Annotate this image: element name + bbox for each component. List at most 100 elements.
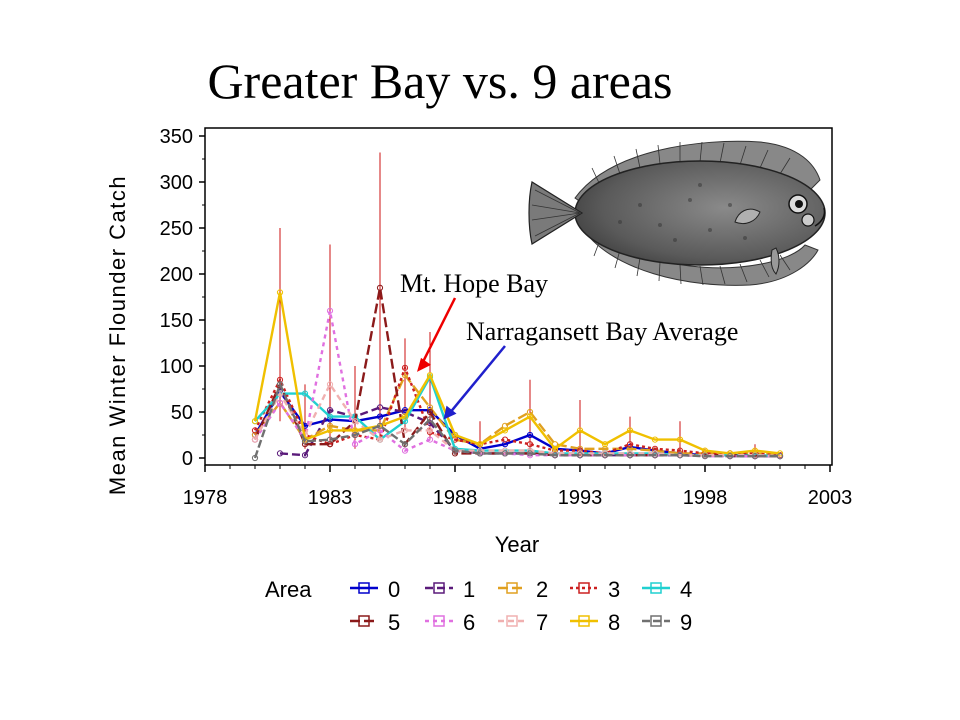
marker-8 [526, 413, 534, 420]
marker-8 [576, 427, 584, 434]
marker-8 [476, 441, 484, 448]
legend-label-1: 1 [463, 577, 475, 602]
marker-9 [401, 441, 409, 448]
x-tick-label: 1993 [558, 487, 603, 509]
marker-0 [526, 431, 534, 439]
legend-label-6: 6 [463, 610, 475, 635]
series-line-6 [254, 310, 780, 458]
marker-6 [376, 427, 384, 434]
legend-label-7: 7 [536, 610, 548, 635]
marker-2 [601, 445, 609, 452]
legend: Area 0 1 2 3 4 5 6 7 8 9 [265, 577, 692, 635]
marker-1 [301, 452, 309, 459]
marker-3 [401, 364, 409, 371]
plot-frame [199, 127, 833, 472]
legend-marker-3 [578, 582, 590, 594]
legend-label-9: 9 [680, 610, 692, 635]
marker-7 [426, 427, 434, 434]
marker-7 [376, 436, 384, 443]
legend-marker-7 [506, 615, 518, 627]
marker-8 [351, 427, 359, 434]
series-line-8 [253, 292, 781, 455]
y-tick-label: 300 [160, 172, 193, 194]
marker-9 [276, 381, 284, 388]
marker-7 [251, 436, 259, 443]
legend-title: Area [265, 577, 312, 602]
marker-0 [376, 413, 384, 420]
marker-6 [351, 441, 359, 448]
x-tick-label: 1978 [183, 487, 228, 509]
marker-1 [276, 450, 284, 457]
marker-4 [301, 390, 309, 397]
legend-marker-6 [433, 615, 445, 627]
marker-8 [276, 289, 284, 296]
marker-9 [426, 416, 434, 423]
marker-2 [501, 422, 509, 429]
marker-6 [426, 436, 434, 443]
axes-labels: 0 50 100 150 200 250 300 350 1978 1983 1988 1993 199… [105, 126, 852, 557]
marker-5 [326, 441, 334, 448]
marker-7 [351, 418, 359, 425]
marker-9 [726, 453, 734, 460]
y-tick-label: 100 [160, 356, 193, 378]
marker-9 [626, 452, 634, 459]
marker-8 [401, 413, 409, 420]
legend-marker-0 [358, 582, 370, 594]
marker-9 [551, 452, 559, 459]
marker-9 [326, 436, 334, 443]
marker-1 [326, 407, 334, 414]
series-lines [251, 284, 784, 462]
marker-2 [401, 372, 409, 379]
y-tick-label: 150 [160, 310, 193, 332]
legend-label-4: 4 [680, 577, 692, 602]
marker-8 [451, 431, 459, 439]
marker-8 [326, 427, 334, 434]
slide-title: Greater Bay vs. 9 areas [207, 53, 673, 109]
marker-1 [376, 404, 384, 411]
arrowhead-narragansett [443, 405, 457, 420]
x-tick-label: 1983 [308, 487, 353, 509]
marker-3 [626, 441, 634, 448]
legend-marker-2 [506, 582, 518, 594]
legend-label-8: 8 [608, 610, 620, 635]
y-tick-label: 50 [171, 402, 193, 424]
series-line-2 [254, 372, 781, 457]
legend-label-0: 0 [388, 577, 400, 602]
legend-label-2: 2 [536, 577, 548, 602]
marker-9 [701, 453, 709, 460]
marker-9 [676, 452, 684, 459]
marker-9 [751, 453, 759, 460]
marker-8 [676, 436, 684, 443]
marker-0 [501, 441, 509, 448]
marker-8 [501, 427, 509, 434]
marker-8 [426, 372, 434, 379]
marker-9 [251, 454, 259, 462]
marker-5 [426, 408, 434, 416]
marker-8 [776, 450, 784, 457]
winter-flounder-illustration [528, 140, 826, 286]
y-tick-label: 250 [160, 218, 193, 240]
arrowhead-mt-hope-bay [417, 357, 431, 372]
series-line-3 [253, 364, 781, 457]
legend-marker-8 [578, 615, 590, 627]
marker-6 [401, 447, 409, 454]
marker-8 [251, 418, 259, 425]
y-tick-label: 200 [160, 264, 193, 286]
y-tick-label: 0 [182, 448, 193, 470]
marker-7 [501, 447, 509, 454]
legend-marker-9 [650, 615, 662, 627]
marker-8 [601, 441, 609, 448]
y-axis-title: Mean Winter Flounder Catch [105, 175, 130, 495]
marker-3 [501, 436, 509, 443]
marker-6 [276, 399, 284, 406]
x-axis-title: Year [495, 532, 539, 557]
marker-5 [376, 284, 384, 291]
annotation-narragansett-bay-average: Narragansett Bay Average [466, 317, 738, 346]
marker-9 [301, 438, 309, 445]
marker-9 [351, 431, 359, 439]
marker-7 [576, 450, 584, 457]
marker-7 [326, 381, 334, 388]
annotations: Mt. Hope Bay Narragansett Bay Average [400, 269, 738, 420]
marker-2 [326, 422, 334, 429]
